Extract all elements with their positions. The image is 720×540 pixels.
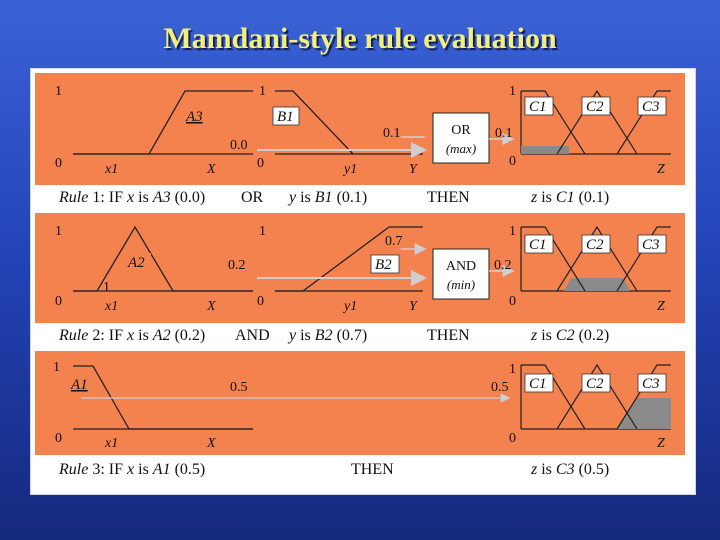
rule2-operator-box [432,248,490,300]
rule1-b1-label: B1 [277,109,294,125]
rule2-z-one: 1 [509,224,516,239]
rule2-c1-curve [521,226,586,292]
rule3-Z-label: Z [657,436,665,451]
rule3-text-bar [35,457,685,481]
rule3-a1-label: A1 [70,377,88,393]
rule2-clipped-area [564,278,630,291]
rule2-a2-curve [73,225,253,292]
rule2-y1-label: y1 [342,299,357,314]
rule3-c1-label: C1 [529,376,547,392]
rule3-c3-label: C3 [642,376,660,392]
rule1-Z-label: Z [657,162,665,177]
rule1-x-value: 0.0 [230,138,248,153]
rule3-x-zero: 0 [55,431,62,446]
rule3-c2-label: C2 [586,376,604,392]
rule1-panel [35,73,685,185]
rule2-text: Rule 2: IF x is A2 (0.2) AND y is B2 (0.… [58,327,609,344]
rule1-z-one: 1 [509,84,516,99]
rule2-c2-label: C2 [586,237,604,253]
rule2-c3-label: C3 [642,237,660,253]
rule2-b2-curve [275,226,423,292]
rule1-x-one: 1 [55,84,62,99]
rule-diagram: 1 0 A3 x1 X 0.0 1 0 B1 y1 Y 0.1 OR (max)… [35,73,685,481]
rule2-Y-label: Y [409,299,419,314]
rule2-operator-func: (min) [447,277,475,292]
rule1-a3-curve [73,90,253,155]
rule2-c3-curve [616,226,671,292]
rule2-c2-curve [556,225,638,292]
rule3-c1-curve [521,364,586,430]
rule2-X-label: X [206,299,216,314]
slide-title: Mamdani-style rule evaluation [163,22,557,55]
rule2-x-value: 0.2 [228,258,246,273]
rule1-operator-func: (max) [446,141,476,156]
rule1-c1-label: C1 [529,99,547,115]
rule3-c3-curve [616,364,671,430]
diagram-frame: 1 0 A3 x1 X 0.0 1 0 B1 y1 Y 0.1 OR (max)… [30,68,696,495]
rule1-y-value: 0.1 [383,126,401,141]
rule3-x-value: 0.5 [230,380,248,395]
rule1-c2-curve [556,89,638,155]
rule3-x-one: 1 [53,360,60,375]
rule3-X-label: X [206,436,216,451]
rule2-x-one-small: 1 [103,280,110,295]
rule3-result: 0.5 [491,380,509,395]
rule2-b2-label: B2 [375,257,392,273]
rule1-c3-label: C3 [642,99,660,115]
rule3-z-one: 1 [509,362,516,377]
rule1-result: 0.1 [495,126,513,141]
rule2-b2-box [370,254,400,274]
rule3-text: Rule 3: IF x is A1 (0.5) THEN z is C3 (0… [58,461,609,478]
rule2-x-zero: 0 [55,294,62,309]
rule1-x-zero: 0 [55,156,62,171]
rule1-clipped-area [521,146,569,154]
rule2-x-one: 1 [55,224,62,239]
rule1-b1-box [272,106,300,126]
rule2-z-zero: 0 [509,294,516,309]
rule1-text: Rule 1: IF x is A3 (0.0) OR y is B1 (0.1… [58,189,609,206]
rule1-operator-box [432,112,490,164]
rule3-panel [35,351,685,455]
rule2-c1-label: C1 [529,237,547,253]
rule1-Y-label: Y [409,162,419,177]
rule2-y-one: 1 [259,224,266,239]
rule1-a3-label: A3 [185,109,203,125]
rule1-x1-label: x1 [104,162,118,177]
rule2-a2-label: A2 [127,255,145,271]
rule1-z-zero: 0 [509,154,516,169]
rule2-y-zero: 0 [257,294,264,309]
rule3-z-zero: 0 [509,431,516,446]
rule1-y-one: 1 [259,84,266,99]
rule1-b1-curve [275,90,354,155]
rule1-text-bar [35,185,685,209]
rule2-x1-label: x1 [104,299,118,314]
rule1-c3-curve [616,90,671,155]
rule1-y-zero: 0 [257,156,264,171]
rule1-c2-label: C2 [586,99,604,115]
rule3-c2-curve [556,363,638,430]
rule3-x1-label: x1 [104,436,118,451]
rule2-y-value: 0.7 [385,234,403,249]
rule1-c1-curve [521,90,586,155]
rule2-operator: AND [446,259,476,274]
rule1-X-label: X [206,162,216,177]
rule1-y1-label: y1 [342,162,357,177]
rule2-text-bar [35,323,685,347]
rule2-result: 0.2 [494,258,512,273]
rule3-clipped-area [617,398,671,429]
rule2-Z-label: Z [657,299,665,314]
rule1-operator: OR [451,123,471,138]
